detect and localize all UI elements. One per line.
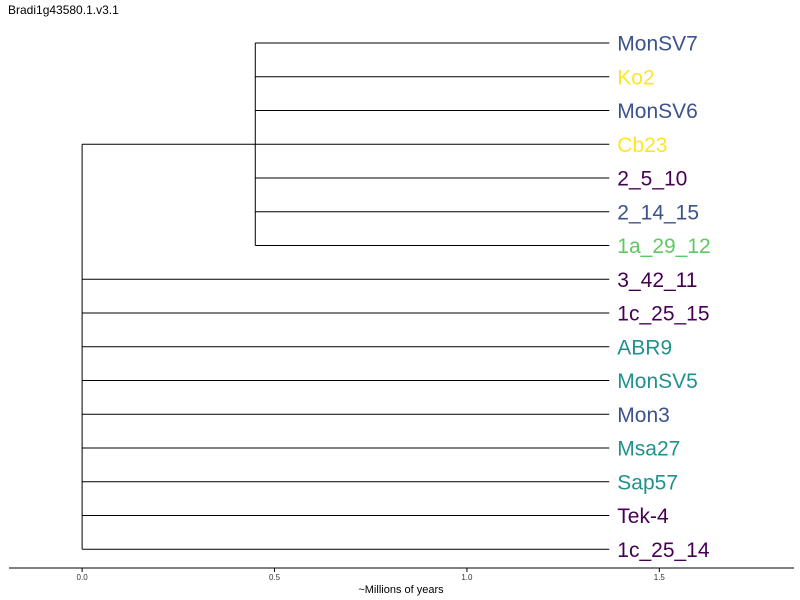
x-tick-label: 0.0 — [77, 573, 89, 582]
leaf-label: Msa27 — [617, 438, 680, 461]
leaf-label: MonSV6 — [617, 100, 698, 123]
leaf-label: 1c_25_14 — [617, 539, 710, 562]
leaf-label: 2_14_15 — [617, 201, 699, 224]
leaf-label: 1a_29_12 — [617, 235, 710, 258]
leaf-label: 2_5_10 — [617, 168, 687, 191]
leaf-label: Ko2 — [617, 66, 654, 89]
leaf-label: 3_42_11 — [617, 269, 697, 292]
leaf-label: ABR9 — [617, 336, 672, 359]
leaf-label: 1c_25_15 — [617, 303, 709, 326]
x-axis-label: ~Millions of years — [358, 584, 444, 596]
leaf-label: MonSV5 — [617, 370, 698, 393]
x-tick-label: 1.0 — [461, 573, 473, 582]
leaf-label-group: MonSV7 Ko2 MonSV6 Cb23 2_5_10 2_14_15 1a_29_12… — [617, 33, 710, 562]
leaf-label: Cb23 — [617, 134, 667, 157]
plot-title: Bradi1g43580.1.v3.1 — [8, 3, 119, 17]
leaf-label: Tek-4 — [617, 505, 669, 528]
x-tick-label: 0.5 — [269, 573, 281, 582]
leaf-label: Sap57 — [617, 471, 678, 494]
x-tick-label: 1.5 — [654, 573, 666, 582]
branch-group — [81, 42, 610, 550]
leaf-label: MonSV7 — [617, 33, 698, 56]
leaf-label: Mon3 — [617, 404, 670, 427]
x-axis-ticks: 0.0 0.5 1.0 1.5 — [77, 568, 666, 582]
